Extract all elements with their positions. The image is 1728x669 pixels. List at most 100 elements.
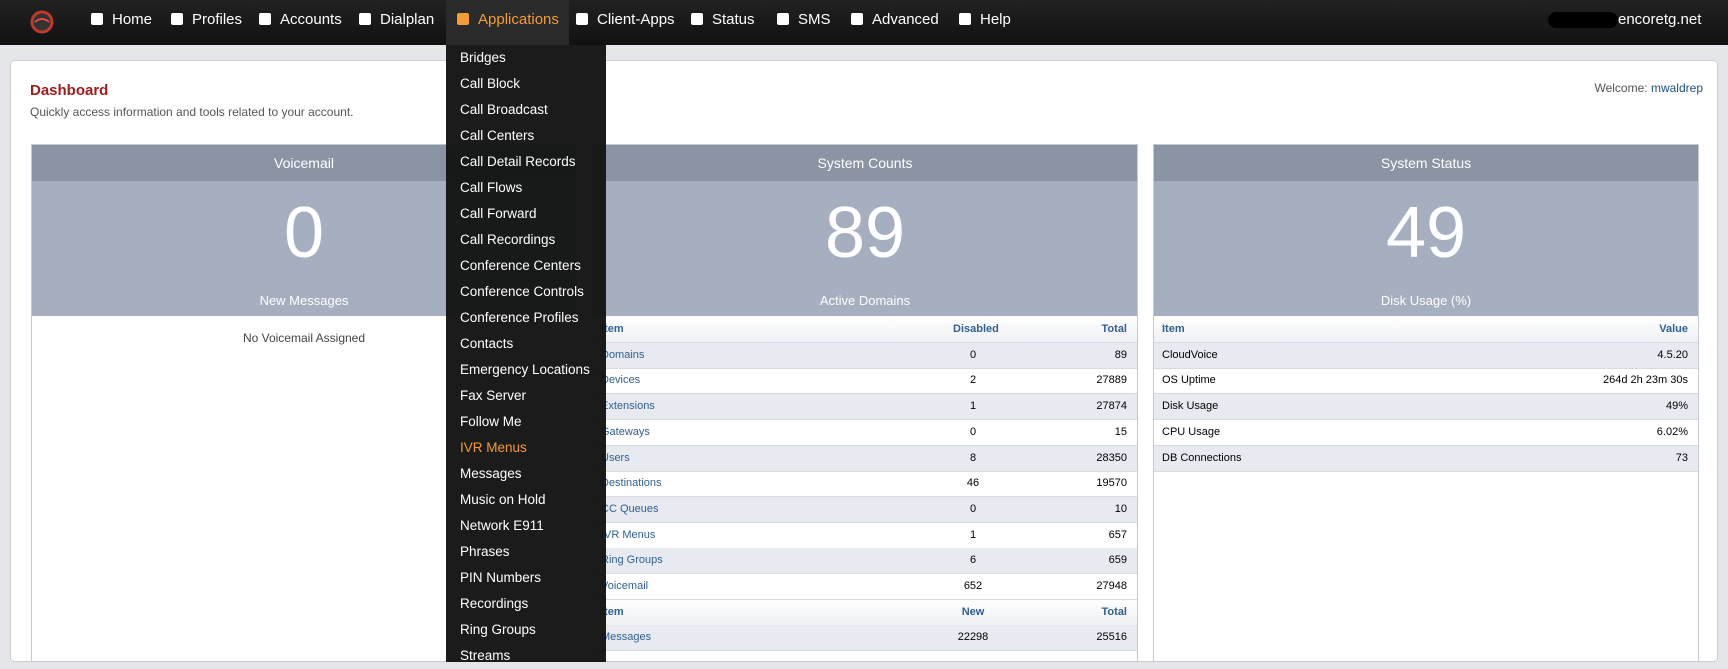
cell: CloudVoice	[1162, 348, 1218, 361]
nav-label[interactable]: Status	[712, 11, 755, 28]
cell[interactable]: Devices	[601, 374, 641, 387]
welcome-label: Welcome:	[1594, 81, 1648, 95]
nav-label[interactable]: Applications	[478, 11, 559, 28]
username[interactable]: mwaldrep	[1650, 81, 1703, 95]
cell: 19570	[1096, 477, 1127, 490]
cell[interactable]: CC Queues	[601, 502, 659, 515]
table-row: DB Connections 73	[1154, 445, 1698, 472]
table-row: Disk Usage 49%	[1154, 394, 1698, 421]
nav-label[interactable]: Accounts	[280, 11, 342, 28]
cell[interactable]: Domains	[601, 348, 645, 361]
cell: Disk Usage	[1162, 400, 1219, 413]
cell: 659	[1108, 554, 1127, 567]
nav-item[interactable]: SMS	[776, 0, 831, 45]
table-header: Item Value	[1154, 317, 1698, 343]
nav-item[interactable]: Advanced	[850, 0, 939, 45]
nav-icon	[576, 13, 588, 25]
nav-label[interactable]: SMS	[798, 11, 831, 28]
cell[interactable]: Gateways	[601, 425, 650, 438]
menu-item[interactable]: Recordings	[460, 596, 529, 611]
table-row: Ring Groups 6 659	[593, 548, 1137, 575]
table-row: Extensions 1 27874	[593, 394, 1137, 421]
menu-item[interactable]: Phrases	[460, 544, 510, 559]
nav-label[interactable]: Advanced	[872, 11, 939, 28]
table-row: OS Uptime 264d 2h 23m 30s	[1154, 368, 1698, 395]
menu-item[interactable]: Call Detail Records	[460, 154, 576, 169]
cell[interactable]: Users	[601, 451, 630, 464]
menu-item[interactable]: Ring Groups	[460, 622, 536, 637]
menu-item[interactable]: Fax Server	[460, 388, 527, 403]
panel-stat: 89 Active Domains	[593, 181, 1137, 316]
menu-item[interactable]: Messages	[460, 466, 522, 481]
cell: 1	[969, 528, 977, 541]
nav-item[interactable]: Accounts	[258, 0, 342, 45]
cell: 6	[969, 554, 977, 567]
cell: New	[961, 605, 985, 618]
cell[interactable]: IVR Menus	[601, 528, 656, 541]
table-row: IVR Menus 1 657	[593, 523, 1137, 549]
menu-item[interactable]: Emergency Locations	[460, 362, 590, 377]
menu-item[interactable]: Conference Centers	[460, 258, 581, 273]
cell: 73	[1675, 451, 1688, 464]
menu-item[interactable]: Contacts	[460, 336, 514, 351]
nav-label[interactable]: Client-Apps	[597, 11, 675, 28]
menu-item[interactable]: Call Flows	[460, 180, 523, 195]
nav-icon	[777, 13, 789, 25]
cell: 657	[1108, 528, 1127, 541]
menu-item[interactable]: Call Centers	[460, 128, 535, 143]
menu-item[interactable]: Conference Controls	[460, 284, 584, 299]
table-row: Destinations 46 19570	[593, 471, 1137, 498]
menu-item[interactable]: IVR Menus	[460, 440, 527, 455]
menu-item[interactable]: Follow Me	[460, 414, 522, 429]
cell[interactable]: Destinations	[601, 477, 662, 490]
cell: 22298	[957, 631, 989, 644]
nav-item[interactable]: Client-Apps	[575, 0, 675, 45]
cell: 25516	[1096, 631, 1127, 644]
nav-item[interactable]: Profiles	[170, 0, 242, 45]
stat-number: 0	[283, 193, 325, 273]
menu-item[interactable]: Call Forward	[460, 206, 537, 221]
logo[interactable]	[30, 10, 54, 34]
menu-item[interactable]: Call Block	[460, 76, 521, 91]
menu-item[interactable]: Conference Profiles	[460, 310, 579, 325]
nav-label[interactable]: Help	[980, 11, 1011, 28]
nav-icon	[691, 13, 703, 25]
menu-item[interactable]: Bridges	[460, 50, 506, 65]
cell: 27889	[1096, 374, 1127, 387]
cell: Item	[601, 323, 624, 335]
user-domain[interactable]: encoretg.net	[1618, 11, 1702, 28]
cell[interactable]: Extensions	[601, 400, 655, 413]
cell[interactable]: Voicemail	[601, 580, 649, 592]
nav-label[interactable]: Home	[112, 11, 153, 28]
nav-label[interactable]: Profiles	[192, 11, 243, 28]
cell: Disabled	[953, 323, 999, 335]
nav-item[interactable]: Home	[90, 0, 152, 45]
cell: 652	[963, 580, 983, 592]
cell: 0	[969, 502, 977, 515]
cell[interactable]: Ring Groups	[601, 554, 663, 567]
menu-item[interactable]: Network E911	[460, 518, 544, 533]
menu-item[interactable]: Call Broadcast	[460, 102, 548, 117]
table-row: Messages 22298 25516	[593, 625, 1137, 652]
nav-item[interactable]: Status	[690, 0, 755, 45]
menu-item[interactable]: Music on Hold	[460, 492, 546, 507]
cell: OS Uptime	[1162, 374, 1216, 387]
stat-number: 89	[824, 193, 906, 273]
table-row: CloudVoice 4.5.20	[1154, 342, 1698, 369]
menu-item[interactable]: PIN Numbers	[460, 570, 542, 585]
stat-number: 49	[1385, 193, 1467, 273]
nav-label[interactable]: Dialplan	[380, 11, 435, 28]
cell: Total	[1101, 323, 1127, 335]
cell: 27948	[1096, 580, 1127, 592]
nav-item[interactable]: Applications	[446, 0, 569, 45]
table-row: Gateways 0 15	[593, 420, 1137, 446]
cell[interactable]: Messages	[601, 631, 652, 644]
panel-stat: 49 Disk Usage (%)	[1154, 181, 1698, 316]
nav-item[interactable]: Help	[958, 0, 1011, 45]
cell: Item	[1162, 323, 1185, 335]
nav-item[interactable]: Dialplan	[358, 0, 434, 45]
menu-item[interactable]: Call Recordings	[460, 232, 556, 247]
table-row: Domains 0 89	[593, 342, 1137, 369]
menu-item[interactable]: Streams	[460, 648, 511, 663]
